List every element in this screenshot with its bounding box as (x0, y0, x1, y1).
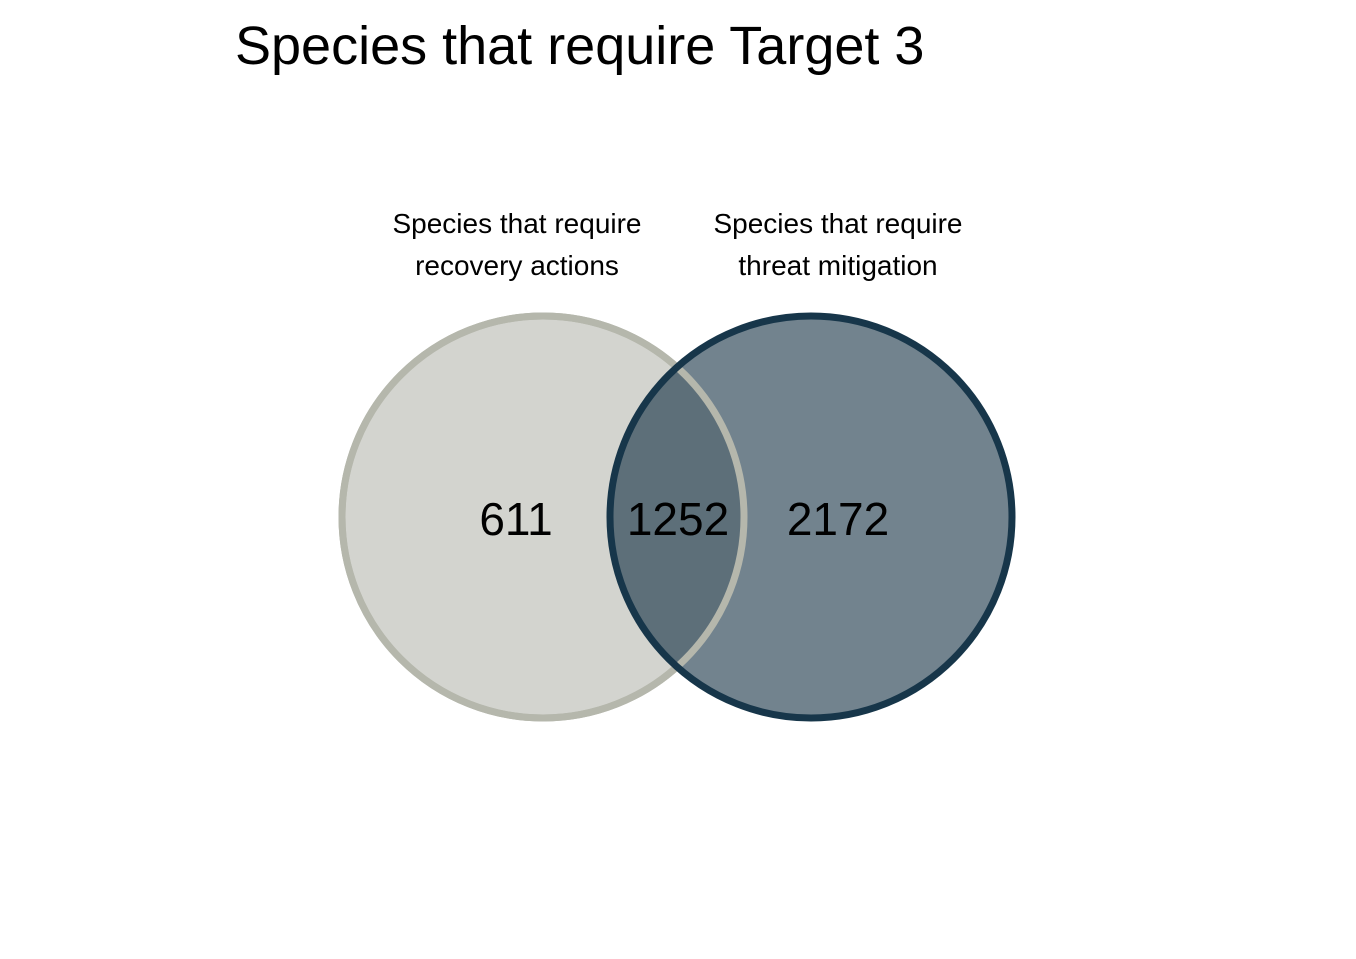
intersection-region (610, 316, 744, 718)
set-label-threat-line-2: threat mitigation (738, 250, 937, 281)
set-label-recovery-line-2: recovery actions (415, 250, 619, 281)
count-recovery-only: 611 (479, 493, 552, 545)
set-outline-recovery-actions (338, 312, 748, 722)
chart-title: Species that require Target 3 (235, 16, 925, 76)
set-label-recovery-line-1: Species that require (392, 208, 641, 239)
set-label-threat-line-1: Species that require (713, 208, 962, 239)
count-threat-only: 2172 (787, 493, 889, 545)
count-intersection: 1252 (627, 493, 729, 545)
set-outline-threat-mitigation (606, 312, 1016, 722)
